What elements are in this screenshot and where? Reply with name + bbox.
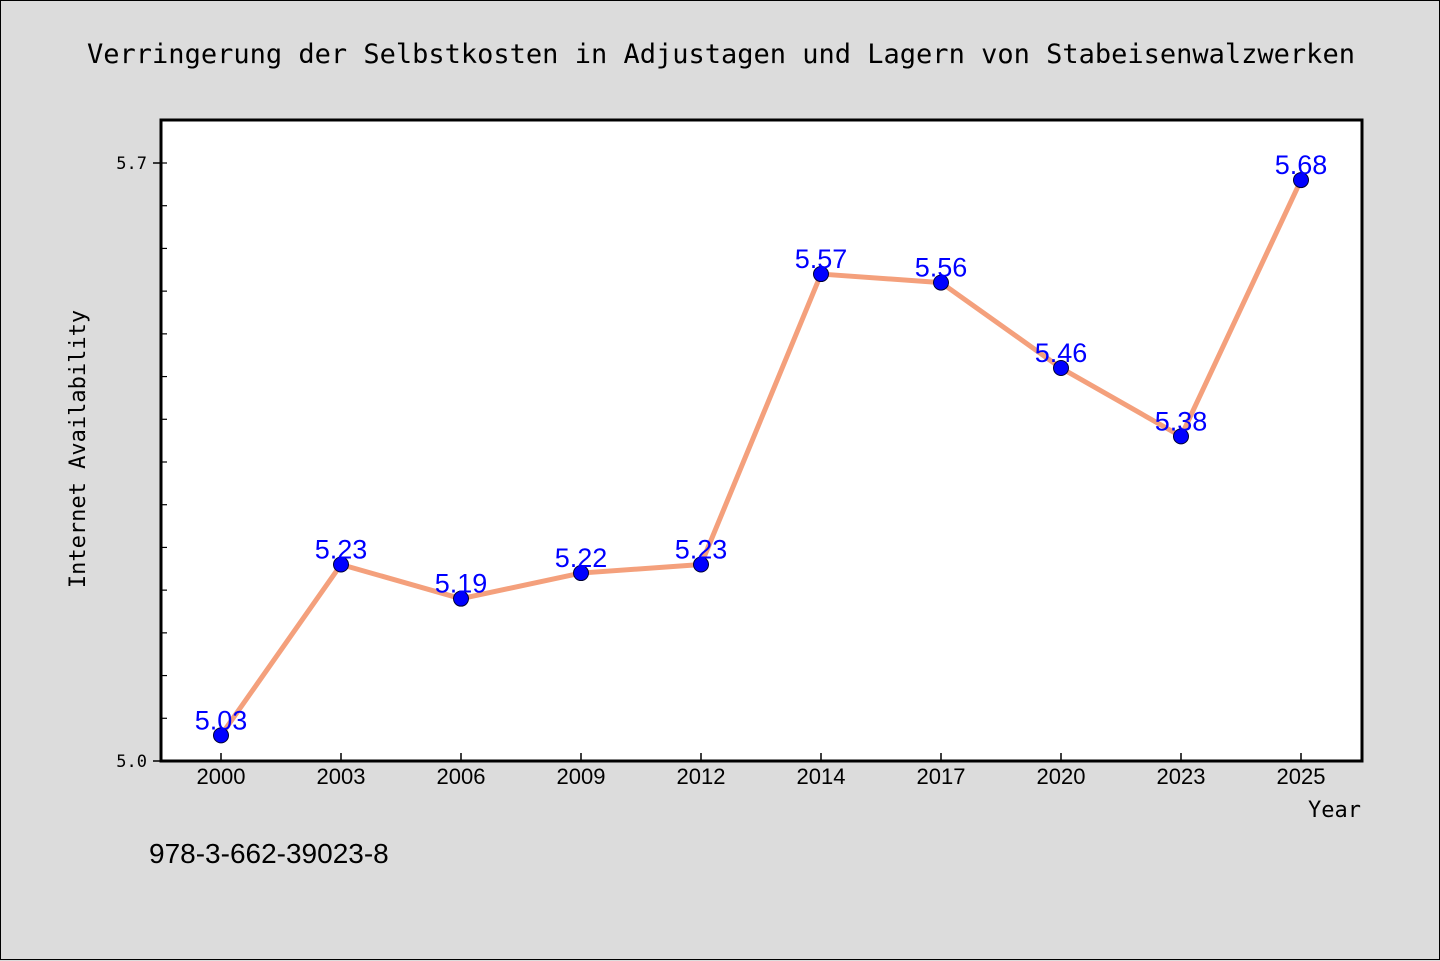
data-point xyxy=(693,556,709,573)
x-tick-label: 2003 xyxy=(317,764,366,789)
data-label: 5.56 xyxy=(915,253,968,283)
data-label: 5.23 xyxy=(675,535,728,565)
data-point xyxy=(813,266,829,283)
x-tick-label: 2023 xyxy=(1157,764,1206,789)
data-label: 5.38 xyxy=(1155,406,1208,436)
y-tick-label: 5.7 xyxy=(116,154,147,174)
x-axis: 2000 2003 2006 2009 2012 2014 2017 2020 2023 2025 xyxy=(197,753,1326,789)
data-point xyxy=(1173,428,1189,445)
data-label: 5.23 xyxy=(315,535,368,565)
x-tick-label: 2014 xyxy=(797,764,846,789)
series-markers xyxy=(213,172,1309,744)
data-point xyxy=(573,565,589,582)
chart-title: Verringerung der Selbstkosten in Adjusta… xyxy=(87,39,1355,70)
x-tick-label: 2012 xyxy=(677,764,726,789)
x-tick-label: 2009 xyxy=(557,764,606,789)
x-tick-label: 2006 xyxy=(437,764,486,789)
y-axis: 5.0 5.7 xyxy=(116,154,167,772)
data-label: 5.57 xyxy=(795,244,848,274)
plot-area xyxy=(159,118,1364,763)
y-tick-label: 5.0 xyxy=(116,752,147,772)
data-label: 5.22 xyxy=(555,543,608,573)
y-axis-label: Internet Availability xyxy=(66,310,91,588)
data-point xyxy=(1293,172,1309,189)
isbn-footnote: 978-3-662-39023-8 xyxy=(149,838,389,869)
data-point xyxy=(1053,360,1069,377)
series-line xyxy=(218,179,1304,737)
data-labels: 5.03 5.23 5.19 5.22 5.23 5.57 5.56 5.46 5.38 5.68 xyxy=(195,150,1328,735)
data-label: 5.46 xyxy=(1035,338,1088,368)
x-axis-label: Year xyxy=(1308,798,1361,823)
data-point xyxy=(333,556,349,573)
data-point xyxy=(933,274,949,291)
x-tick-label: 2025 xyxy=(1277,764,1326,789)
x-tick-label: 2020 xyxy=(1037,764,1086,789)
x-tick-label: 2000 xyxy=(197,764,246,789)
data-point xyxy=(213,727,229,744)
data-label: 5.68 xyxy=(1275,150,1328,180)
data-label: 5.03 xyxy=(195,705,248,735)
data-label: 5.19 xyxy=(435,569,488,599)
x-tick-label: 2017 xyxy=(917,764,966,789)
data-point xyxy=(453,590,469,607)
